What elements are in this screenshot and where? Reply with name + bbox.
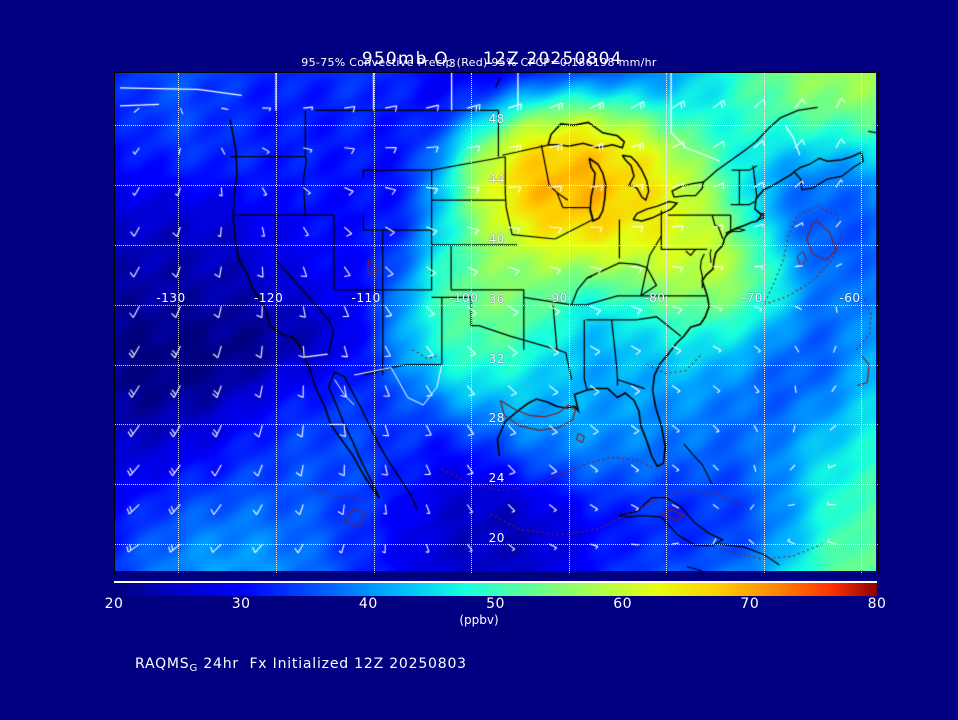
colorbar: [114, 581, 877, 596]
colorbar-tick-50: 50: [486, 596, 505, 612]
colorbar-tick-40: 40: [358, 596, 378, 612]
ozone-raster-canvas: [115, 73, 876, 571]
model-name: RAQMS: [135, 656, 190, 672]
title-valid-time: 12Z 20250804: [483, 49, 623, 69]
title-species-subscript: 3: [448, 57, 457, 70]
map-plot-frame: 48 44 40 36 32 28 24 20 -130 -120 -110 -100 -90 -80 -7…: [114, 72, 879, 574]
colorbar-units-label: (ppbv): [459, 613, 499, 627]
page-subtitle: 95-75% Convective Precip (Red) 95% CPCP=…: [301, 56, 657, 69]
colorbar-tick-20: 20: [104, 596, 124, 612]
colorbar-tick-30: 30: [231, 596, 251, 612]
title-species: 950mb O: [361, 49, 449, 69]
colorbar-tick-60: 60: [613, 596, 633, 612]
colorbar-top-rule: [114, 581, 877, 583]
model-run-text: 24hr Fx Initialized 12Z 20250803: [198, 656, 467, 672]
colorbar-tick-labels: 20 30 40 50 60 70 80: [0, 596, 958, 616]
ozone-field-raster: [115, 73, 878, 573]
colorbar-gradient: [114, 583, 877, 596]
colorbar-tick-80: 80: [867, 596, 887, 612]
colorbar-tick-70: 70: [740, 596, 760, 612]
page-title: 950mb O3 12Z 20250804: [0, 29, 958, 89]
model-run-caption: RAQMSG 24hr Fx Initialized 12Z 20250803: [114, 640, 467, 688]
model-name-subscript: G: [189, 663, 199, 674]
